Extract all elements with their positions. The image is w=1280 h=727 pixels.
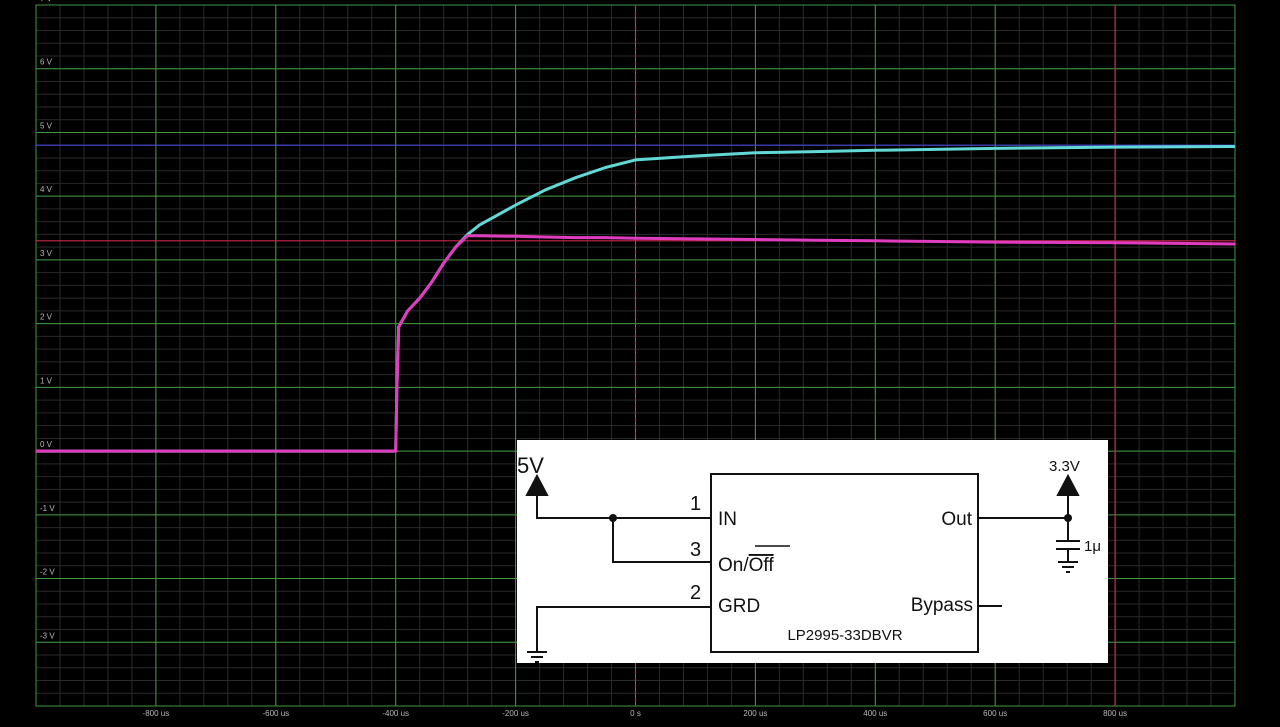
output-arrow	[1056, 473, 1080, 496]
x-tick-label: -400 us	[382, 709, 409, 718]
wire	[612, 518, 711, 563]
pin-label: Out	[941, 509, 972, 530]
x-tick-label: 400 us	[863, 709, 887, 718]
x-tick-label: 200 us	[743, 709, 767, 718]
supply-label: 5V	[517, 453, 544, 478]
pin-label: On/Off	[718, 555, 774, 576]
inset-background	[517, 440, 1108, 663]
x-tick-label: -600 us	[262, 709, 289, 718]
y-tick-label: -3 V	[40, 631, 55, 640]
y-tick-label: 0 V	[40, 440, 53, 449]
y-tick-label: 4 V	[40, 185, 53, 194]
pin-label-bar: Off	[749, 555, 775, 576]
y-tick-label: 6 V	[40, 58, 53, 67]
wire	[536, 606, 711, 652]
schematic-inset: 5V 1 IN 3 On/Off 2 GRD Out 3.3V 1μ Bypas…	[517, 440, 1108, 663]
capacitor-label: 1μ	[1084, 538, 1101, 555]
pin-label: Bypass	[911, 595, 973, 616]
pin-number: 2	[690, 582, 701, 604]
y-tick-label: 5 V	[40, 121, 53, 130]
y-tick-label: 2 V	[40, 313, 53, 322]
junction	[609, 514, 617, 522]
output-label: 3.3V	[1049, 458, 1080, 475]
pin-label: IN	[718, 509, 737, 530]
pin-number: 3	[690, 539, 701, 561]
x-tick-label: 600 us	[983, 709, 1007, 718]
part-number: LP2995-33DBVR	[787, 627, 902, 644]
y-tick-label: 1 V	[40, 376, 53, 385]
wire	[536, 495, 711, 519]
x-tick-label: -800 us	[143, 709, 170, 718]
y-tick-label: 3 V	[40, 249, 53, 258]
pin-number: 1	[690, 493, 701, 515]
y-tick-label: -1 V	[40, 504, 55, 513]
y-tick-label: -2 V	[40, 568, 55, 577]
x-tick-label: -200 us	[502, 709, 529, 718]
pin-label-plain: On/	[718, 555, 749, 576]
trace	[36, 234, 1236, 453]
pin-label: GRD	[718, 596, 760, 617]
x-tick-label: 0 s	[630, 709, 641, 718]
x-tick-label: 800 us	[1103, 709, 1127, 718]
y-tick-label: 7 V	[40, 0, 53, 3]
